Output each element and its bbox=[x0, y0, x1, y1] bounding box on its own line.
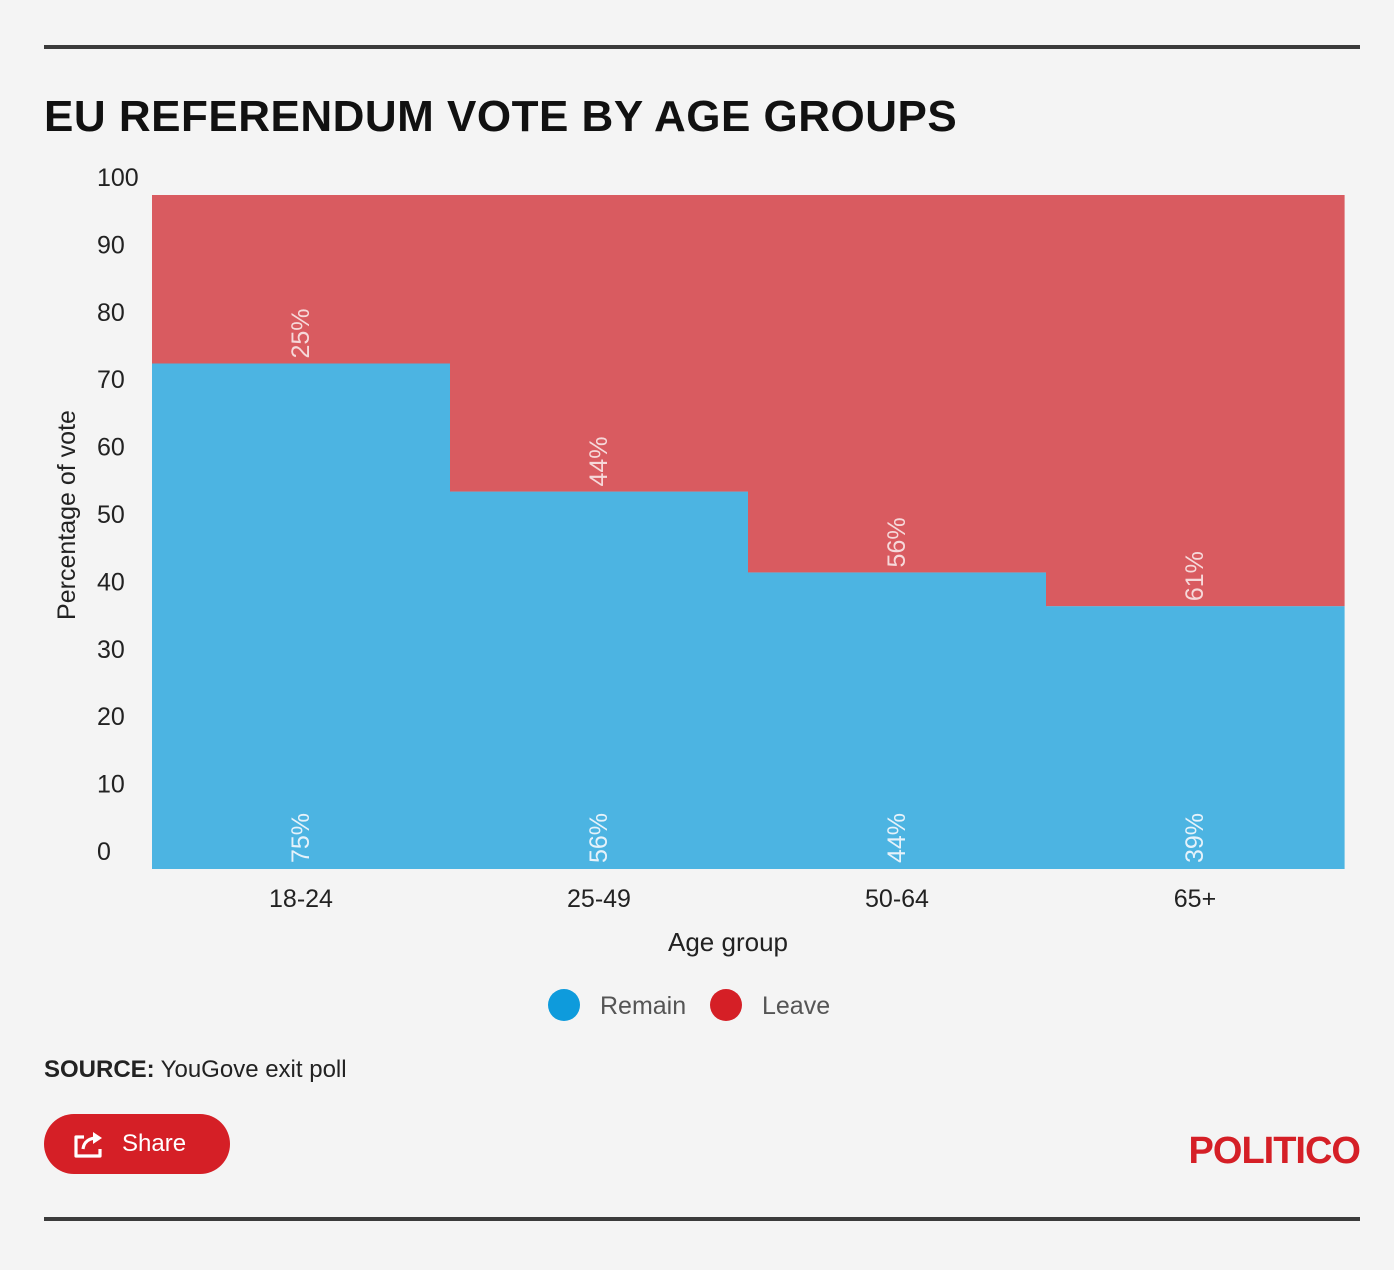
source-note: SOURCE: YouGove exit poll bbox=[44, 1056, 347, 1084]
data-label-leave-1: 25% bbox=[287, 308, 315, 358]
share-button[interactable]: Share bbox=[44, 1114, 230, 1174]
data-label-remain-3: 44% bbox=[883, 813, 911, 863]
data-label-remain-1: 75% bbox=[287, 813, 315, 863]
bar-leave-1 bbox=[152, 195, 451, 364]
data-label-remain-4: 39% bbox=[1181, 813, 1209, 863]
bar-leave-3 bbox=[748, 195, 1047, 573]
x-axis-label: Age group bbox=[668, 927, 788, 957]
legend-label-leave: Leave bbox=[762, 992, 830, 1020]
x-tick-label: 65+ bbox=[1174, 885, 1216, 913]
y-tick-label: 90 bbox=[97, 231, 125, 259]
data-label-leave-2: 44% bbox=[585, 437, 613, 487]
bar-remain-3 bbox=[748, 572, 1047, 869]
y-tick-label: 10 bbox=[97, 771, 125, 799]
y-tick-label: 0 bbox=[97, 838, 111, 866]
source-text: YouGove exit poll bbox=[160, 1056, 347, 1083]
y-tick-label: 30 bbox=[97, 636, 125, 664]
stacked-bar-chart: 75% 25% 56% 44% 44% 56% 39% 61% 0 10 20 30 40 50 60 70 8… bbox=[53, 164, 1345, 1021]
share-label: Share bbox=[122, 1130, 187, 1157]
y-axis-label: Percentage of vote bbox=[53, 410, 81, 620]
chart-title: EU REFERENDUM VOTE BY AGE GROUPS bbox=[44, 92, 958, 141]
bar-leave-4 bbox=[1046, 195, 1345, 607]
legend-label-remain: Remain bbox=[600, 992, 686, 1020]
bar-remain-1 bbox=[152, 363, 451, 869]
bar-remain-4 bbox=[1046, 606, 1345, 869]
data-label-remain-2: 56% bbox=[585, 813, 613, 863]
source-label: SOURCE: bbox=[44, 1056, 155, 1083]
y-tick-label: 60 bbox=[97, 434, 125, 462]
politico-logo: POLITICO bbox=[1188, 1130, 1361, 1172]
legend-marker-leave bbox=[710, 989, 742, 1021]
y-tick-label: 80 bbox=[97, 299, 125, 327]
y-tick-label: 20 bbox=[97, 703, 125, 731]
x-tick-label: 25-49 bbox=[567, 885, 631, 913]
data-label-leave-4: 61% bbox=[1181, 551, 1209, 601]
x-tick-label: 18-24 bbox=[269, 885, 333, 913]
bottom-rule bbox=[44, 1217, 1360, 1221]
data-label-leave-3: 56% bbox=[883, 517, 911, 567]
bar-leave-2 bbox=[450, 195, 749, 492]
y-tick-label: 100 bbox=[97, 164, 139, 192]
y-tick-label: 40 bbox=[97, 568, 125, 596]
y-tick-label: 70 bbox=[97, 366, 125, 394]
legend-marker-remain bbox=[548, 989, 580, 1021]
x-tick-label: 50-64 bbox=[865, 885, 929, 913]
share-icon bbox=[72, 1129, 106, 1159]
bar-remain-2 bbox=[450, 491, 749, 869]
y-tick-label: 50 bbox=[97, 501, 125, 529]
top-rule bbox=[44, 45, 1360, 49]
